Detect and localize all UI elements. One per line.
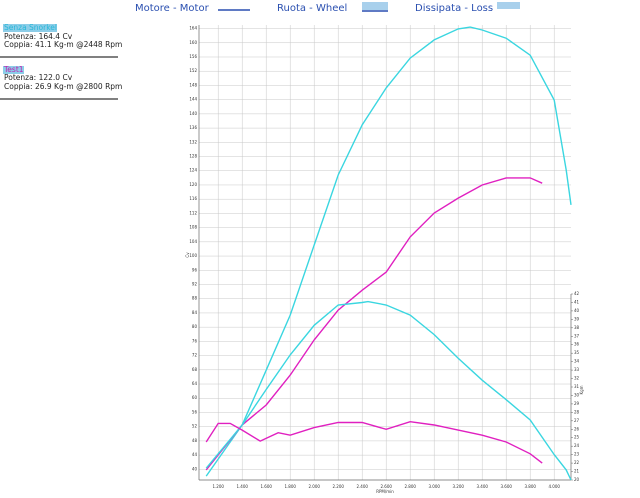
x-axis-title: RPM/min xyxy=(376,489,394,494)
y2-tick-label: 25 xyxy=(574,435,580,440)
x-tick-label: 1.600 xyxy=(260,484,272,489)
y-tick-label: 96 xyxy=(192,267,198,272)
y-tick-label: 40 xyxy=(192,466,198,471)
x-tick-label: 3.200 xyxy=(452,484,464,489)
test-info: Potenza: 122.0 Cv xyxy=(4,73,73,82)
y-tick-label: 164 xyxy=(189,26,197,31)
x-tick-label: 2.000 xyxy=(308,484,320,489)
y-tick-label: 76 xyxy=(192,338,198,343)
y2-tick-label: 39 xyxy=(574,316,580,321)
y2-axis-title: Kgm xyxy=(579,385,584,394)
y-tick-label: 52 xyxy=(192,424,198,429)
curve xyxy=(205,420,543,464)
curve xyxy=(205,177,543,471)
y2-tick-label: 37 xyxy=(574,333,580,338)
y-tick-label: 104 xyxy=(189,239,197,244)
y-tick-label: 132 xyxy=(189,139,197,144)
y2-tick-label: 23 xyxy=(574,452,580,457)
y-tick-label: 48 xyxy=(192,438,198,443)
y2-tick-label: 42 xyxy=(574,291,580,296)
y2-tick-label: 22 xyxy=(574,460,580,465)
y2-tick-label: 33 xyxy=(574,367,580,372)
y2-tick-label: 20 xyxy=(574,477,580,482)
y2-tick-label: 31 xyxy=(574,384,580,389)
x-tick-label: 4.000 xyxy=(548,484,560,489)
test-name: Senza Snorkel xyxy=(4,23,57,32)
y-tick-label: 72 xyxy=(192,353,198,358)
y2-tick-label: 35 xyxy=(574,350,580,355)
x-tick-label: 2.800 xyxy=(404,484,416,489)
test-info: Potenza: 164.4 Cv xyxy=(4,32,73,41)
y2-tick-label: 36 xyxy=(574,342,580,347)
y-tick-label: 84 xyxy=(192,310,198,315)
curve xyxy=(205,26,572,477)
y2-tick-label: 29 xyxy=(574,401,580,406)
y-tick-label: 44 xyxy=(192,452,198,457)
legend-loss-box xyxy=(497,2,520,9)
test-info: Coppia: 41.1 Kg-m @2448 Rpm xyxy=(4,40,122,49)
y2-tick-label: 40 xyxy=(574,308,580,313)
y-tick-label: 156 xyxy=(189,54,197,59)
x-tick-label: 3.800 xyxy=(524,484,536,489)
x-tick-label: 1.200 xyxy=(212,484,224,489)
y-tick-label: 80 xyxy=(192,324,198,329)
x-tick-label: 3.000 xyxy=(428,484,440,489)
y2-tick-label: 41 xyxy=(574,299,580,304)
legend-wheel: Ruota - Wheel xyxy=(277,3,347,14)
curve xyxy=(205,300,572,481)
test-name: Test1 xyxy=(3,65,24,74)
y2-tick-label: 30 xyxy=(574,392,580,397)
y-tick-label: 160 xyxy=(189,40,197,45)
y-tick-label: 124 xyxy=(189,168,197,173)
y-tick-label: 100 xyxy=(189,253,197,258)
x-tick-label: 2.400 xyxy=(356,484,368,489)
y-tick-label: 112 xyxy=(189,210,197,215)
y-tick-label: 152 xyxy=(189,68,197,73)
legend-loss: Dissipata - Loss xyxy=(415,3,493,14)
legend-motor: Motore - Motor xyxy=(135,3,210,14)
y2-tick-label: 26 xyxy=(574,426,580,431)
y2-tick-label: 28 xyxy=(574,409,580,414)
x-tick-label: 1.800 xyxy=(284,484,296,489)
test-highlight xyxy=(3,24,57,32)
y-tick-label: 144 xyxy=(189,97,197,102)
test-info: Coppia: 26.9 Kg-m @2800 Rpm xyxy=(4,82,122,91)
y-tick-label: 64 xyxy=(192,381,198,386)
x-tick-label: 2.600 xyxy=(380,484,392,489)
x-tick-label: 2.200 xyxy=(332,484,344,489)
y-tick-label: 120 xyxy=(189,182,197,187)
y-tick-label: 68 xyxy=(192,367,198,372)
y-tick-label: 140 xyxy=(189,111,197,116)
legend-wheel-box xyxy=(362,2,388,10)
y-tick-label: 108 xyxy=(189,225,197,230)
y2-tick-label: 21 xyxy=(574,469,580,474)
y-tick-label: 136 xyxy=(189,125,197,130)
y-tick-label: 148 xyxy=(189,82,197,87)
test-highlight xyxy=(3,66,24,74)
y2-tick-label: 24 xyxy=(574,443,580,448)
y-tick-label: 92 xyxy=(192,281,198,286)
y-tick-label: 128 xyxy=(189,154,197,159)
y2-tick-label: 38 xyxy=(574,325,580,330)
y2-tick-label: 32 xyxy=(574,376,580,381)
x-tick-label: 1.400 xyxy=(236,484,248,489)
y-tick-label: 88 xyxy=(192,296,198,301)
y-axis-title: Cv xyxy=(185,252,190,258)
y-tick-label: 56 xyxy=(192,409,198,414)
y-tick-label: 60 xyxy=(192,395,198,400)
y2-tick-label: 34 xyxy=(574,359,580,364)
x-tick-label: 3.400 xyxy=(476,484,488,489)
x-tick-label: 3.600 xyxy=(500,484,512,489)
y-tick-label: 116 xyxy=(189,196,197,201)
y2-tick-label: 27 xyxy=(574,418,580,423)
